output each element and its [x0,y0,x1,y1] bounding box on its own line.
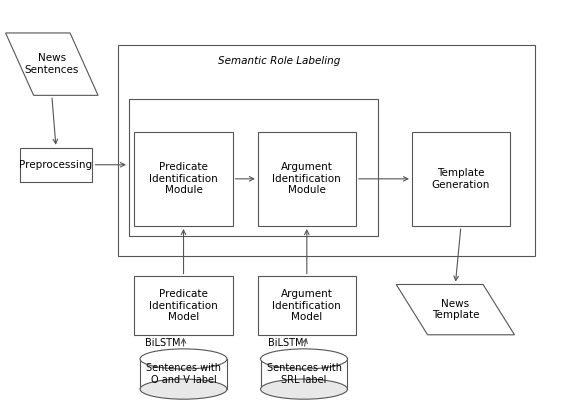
Text: Predicate
Identification
Module: Predicate Identification Module [149,162,218,195]
Ellipse shape [140,349,227,369]
Bar [260,359,348,389]
Text: Sentences with
SRL label: Sentences with SRL label [267,363,341,385]
Ellipse shape [260,349,348,369]
Text: Argument
Identification
Model: Argument Identification Model [272,289,341,322]
Ellipse shape [140,379,227,399]
Bar [129,100,378,236]
Text: BiLSTM: BiLSTM [268,338,303,348]
Bar [258,131,356,226]
Bar [135,277,233,335]
Text: BiLSTM: BiLSTM [145,338,180,348]
Bar [135,131,233,226]
Bar [20,148,92,182]
Bar [258,277,356,335]
Text: News
Sentences: News Sentences [25,53,79,75]
Text: Argument
Identification
Module: Argument Identification Module [272,162,341,195]
Bar [118,45,535,256]
Text: News
Template: News Template [432,299,479,320]
Text: Predicate
Identification
Model: Predicate Identification Model [149,289,218,322]
Text: Sentences with
O and V label: Sentences with O and V label [146,363,221,385]
Polygon shape [6,33,98,95]
Text: Template
Generation: Template Generation [432,168,490,190]
Text: Preprocessing: Preprocessing [19,160,93,170]
Bar [140,359,227,389]
Ellipse shape [260,379,348,399]
Polygon shape [396,284,514,335]
Text: Semantic Role Labeling: Semantic Role Labeling [217,56,340,66]
Bar [412,131,510,226]
